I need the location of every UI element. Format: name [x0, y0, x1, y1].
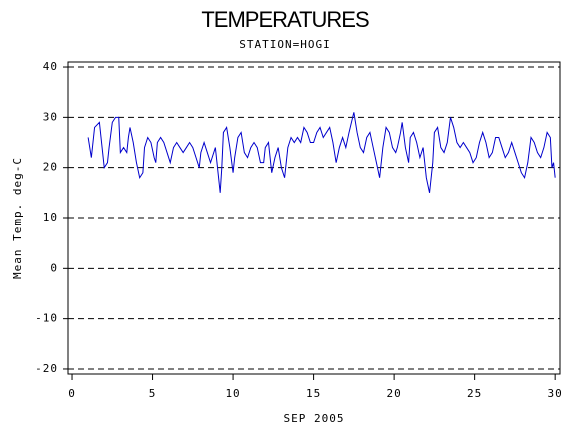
x-axis-label: SEP 2005	[284, 412, 345, 425]
x-tick-label: 20	[386, 387, 401, 400]
data-line	[87, 112, 556, 193]
y-tick-label: 0	[50, 261, 58, 274]
chart-subtitle: STATION=HOGI	[239, 38, 330, 51]
x-tick-label: 25	[467, 387, 482, 400]
x-tick-label: 30	[548, 387, 563, 400]
x-tick-label: 15	[306, 387, 321, 400]
y-axis-label: Mean Temp. deg-C	[11, 157, 24, 279]
y-tick-label: -20	[35, 362, 58, 375]
x-tick-label: 10	[225, 387, 240, 400]
y-tick-label: 10	[43, 211, 58, 224]
x-tick-label: 0	[68, 387, 76, 400]
y-tick-label: 30	[43, 110, 58, 123]
chart-title: TEMPERATURES	[201, 7, 369, 32]
y-tick-label: 20	[43, 161, 58, 174]
x-tick-label: 5	[149, 387, 157, 400]
y-tick-label: -10	[35, 312, 58, 325]
y-tick-label: 40	[43, 60, 58, 73]
